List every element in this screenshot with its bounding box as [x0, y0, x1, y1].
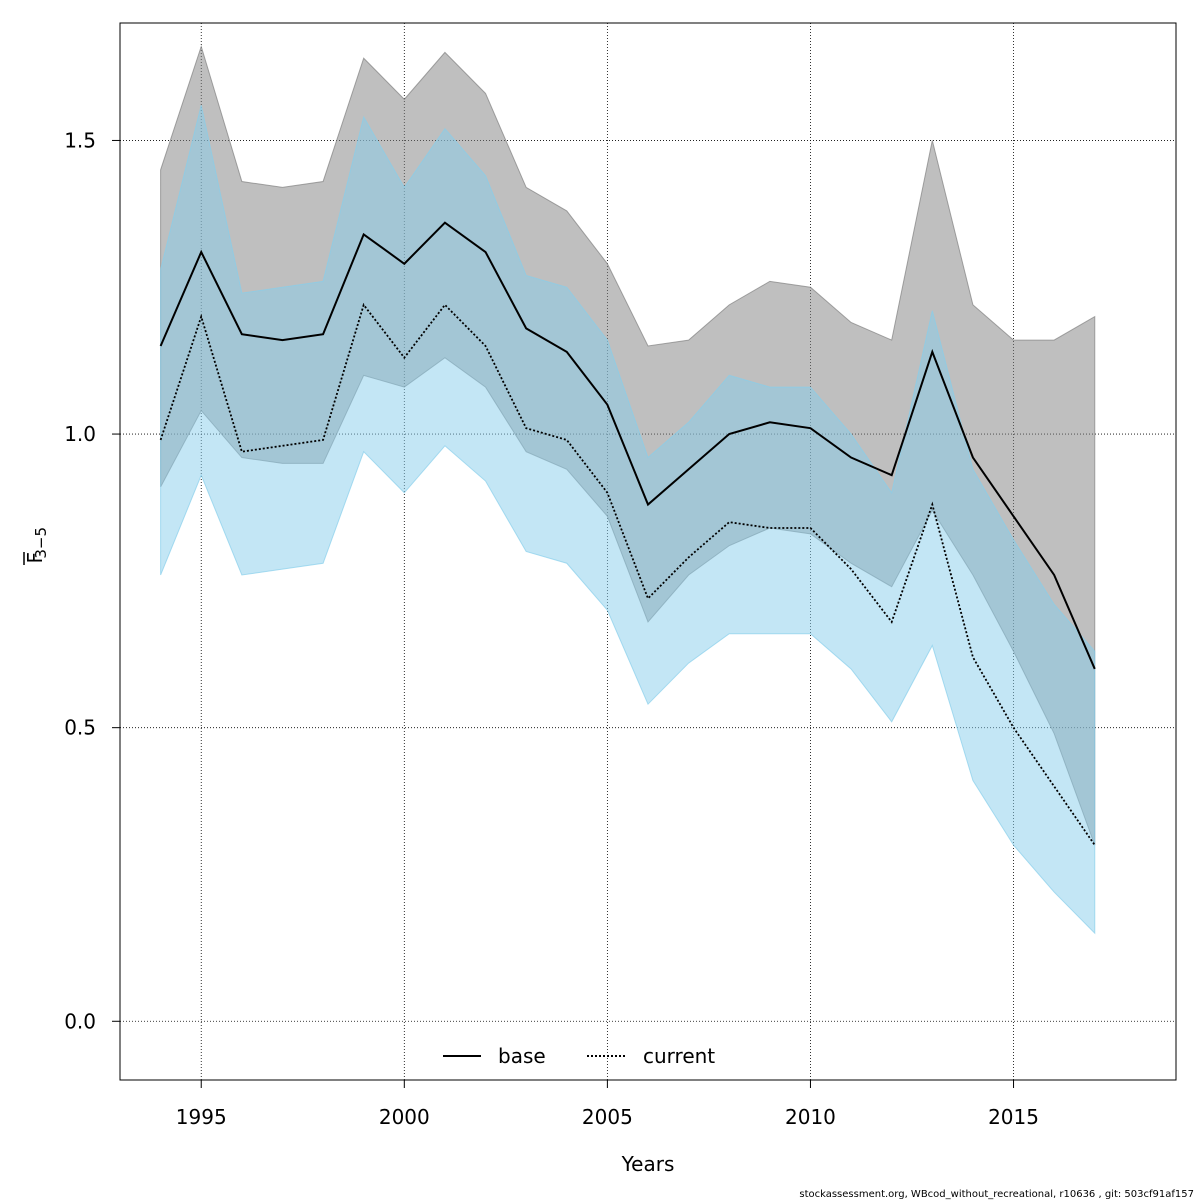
series-lines: [159, 221, 1096, 846]
series-line-base: [159, 221, 1096, 670]
axis-ticks: 1995 2000 2005 2010 2015 0.0 0.5 1.0 1.5: [64, 128, 1039, 1129]
x-tick-label: 2000: [379, 1105, 430, 1129]
y-axis-title: F 3−5: [23, 527, 50, 565]
y-axis-title-subscript: 3−5: [32, 527, 50, 559]
y-tick-label: 0.0: [64, 1009, 96, 1033]
x-tick-label: 2005: [582, 1105, 633, 1129]
y-axis-title-main: F: [23, 552, 47, 564]
y-tick-label: 0.5: [64, 716, 96, 740]
legend-label-current: current: [643, 1044, 715, 1068]
confidence-bands: [160, 44, 1096, 935]
legend-label-base: base: [498, 1044, 546, 1068]
y-tick-label: 1.5: [64, 128, 96, 152]
y-tick-label: 1.0: [64, 422, 96, 446]
x-axis-title: Years: [621, 1152, 675, 1176]
legend: base current: [443, 1044, 715, 1068]
plot-frame: [119, 22, 1177, 1081]
x-tick-label: 2015: [988, 1105, 1039, 1129]
footer-credit: stockassessment.org, WBcod_without_recre…: [799, 1189, 1194, 1200]
confidence-band-current: [160, 105, 1096, 935]
x-tick-label: 2010: [785, 1105, 836, 1129]
x-tick-label: 1995: [176, 1105, 227, 1129]
